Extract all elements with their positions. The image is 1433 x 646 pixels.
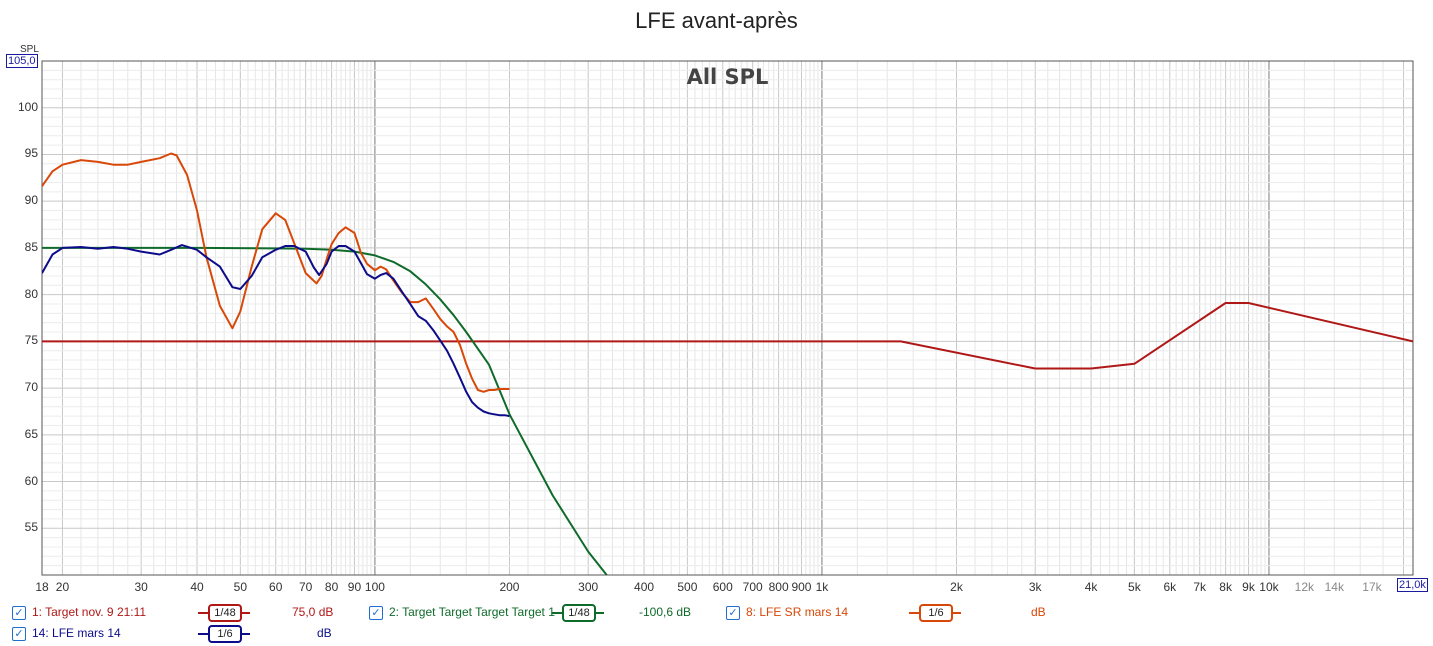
chart-title: LFE avant-après <box>635 8 798 33</box>
x-tick-label: 500 <box>677 580 698 594</box>
x-tick-label: 70 <box>298 580 313 594</box>
x-tick-label: 60 <box>269 580 283 594</box>
smoothing-label: 1/6 <box>208 625 242 643</box>
x-tick-label: 100 <box>364 580 385 594</box>
x-tick-label: 7k <box>1193 580 1207 594</box>
x-tick-label: 800 <box>768 580 789 594</box>
x-tick-label: 400 <box>634 580 655 594</box>
y-axis-label: SPL <box>20 44 39 55</box>
x-tick-label: 5k <box>1128 580 1141 594</box>
y-tick-label: 55 <box>24 520 38 535</box>
smoothing-label: 1/48 <box>562 604 596 622</box>
x-tick-label: 40 <box>190 580 204 594</box>
x-tick-label: 50 <box>233 580 248 594</box>
check-icon[interactable]: ✓ <box>369 606 383 620</box>
y-tick-label: 85 <box>24 239 38 254</box>
legend-series-value: 75,0 dB <box>292 605 334 619</box>
plot-background <box>42 61 1413 575</box>
x-tick-label: 12k <box>1294 580 1315 594</box>
x-tick-label: 90 <box>347 580 362 594</box>
x-tick-label: 900 <box>791 580 812 594</box>
x-tick-label: 6k <box>1163 580 1177 594</box>
x-tick-label: 2k <box>950 580 963 594</box>
x-tick-label: 30 <box>134 580 148 594</box>
y-tick-label: 75 <box>24 333 38 348</box>
x-tick-label: 80 <box>324 580 339 594</box>
series-line-8-lfe-sr-mars-14 <box>42 152 510 393</box>
y-axis-max-label[interactable]: 105,0 <box>6 54 38 68</box>
plot-area[interactable]: All SPL <box>0 0 1433 600</box>
x-tick-label: 10k <box>1259 580 1279 594</box>
x-tick-label: 600 <box>712 580 733 594</box>
legend-series-value: dB <box>317 626 332 640</box>
legend-item-target[interactable]: ✓ 1: Target nov. 9 21:11 1/48 75,0 dB <box>12 604 352 622</box>
x-tick-label: 700 <box>742 580 763 594</box>
x-tick-label: 300 <box>578 580 599 594</box>
y-tick-label: 100 <box>17 99 38 114</box>
y-tick-label: 70 <box>24 380 38 395</box>
y-tick-label: 60 <box>24 473 38 488</box>
check-icon[interactable]: ✓ <box>726 606 740 620</box>
legend: ✓ 1: Target nov. 9 21:11 1/48 75,0 dB ✓ … <box>0 602 1433 646</box>
check-icon[interactable]: ✓ <box>12 627 26 641</box>
y-tick-label: 80 <box>24 286 38 301</box>
x-tick-label: 17k <box>1362 580 1382 594</box>
x-tick-label: 3k <box>1028 580 1042 594</box>
legend-series-value: dB <box>1031 605 1046 619</box>
x-tick-label: 18 <box>35 580 49 594</box>
legend-series-name: 2: Target Target Target Target 1 <box>389 605 555 619</box>
legend-series-name: 1: Target nov. 9 21:11 <box>32 605 147 619</box>
legend-item-lfe-sr[interactable]: ✓ 8: LFE SR mars 14 1/6 dB <box>726 604 1066 622</box>
x-tick-label: 9k <box>1242 580 1255 594</box>
chart-subtitle: All SPL <box>687 65 769 89</box>
y-tick-label: 65 <box>24 426 38 441</box>
legend-series-name: 14: LFE mars 14 <box>32 626 121 640</box>
legend-item-lfe[interactable]: ✓ 14: LFE mars 14 1/6 dB <box>12 625 352 643</box>
x-axis-max-label[interactable]: 21,0k <box>1397 578 1428 592</box>
x-tick-label: 4k <box>1084 580 1098 594</box>
legend-series-name: 8: LFE SR mars 14 <box>746 605 849 619</box>
legend-series-value: -100,6 dB <box>639 605 692 619</box>
plot-frame <box>41 60 1414 576</box>
x-tick-label: 200 <box>499 580 520 594</box>
legend-item-target-2[interactable]: ✓ 2: Target Target Target Target 1 1/48 … <box>369 604 709 622</box>
x-tick-label: 14k <box>1324 580 1344 594</box>
x-tick-label: 20 <box>55 580 70 594</box>
y-tick-label: 90 <box>24 193 38 208</box>
smoothing-label: 1/48 <box>208 604 242 622</box>
smoothing-label: 1/6 <box>919 604 953 622</box>
series-line-14-lfe-mars-14 <box>42 244 510 418</box>
x-tick-label: 1k <box>815 580 829 594</box>
check-icon[interactable]: ✓ <box>12 606 26 620</box>
x-tick-label: 8k <box>1219 580 1232 594</box>
y-tick-label: 95 <box>24 146 38 161</box>
series-line-1-target-nov-9-21-11 <box>42 302 1413 370</box>
